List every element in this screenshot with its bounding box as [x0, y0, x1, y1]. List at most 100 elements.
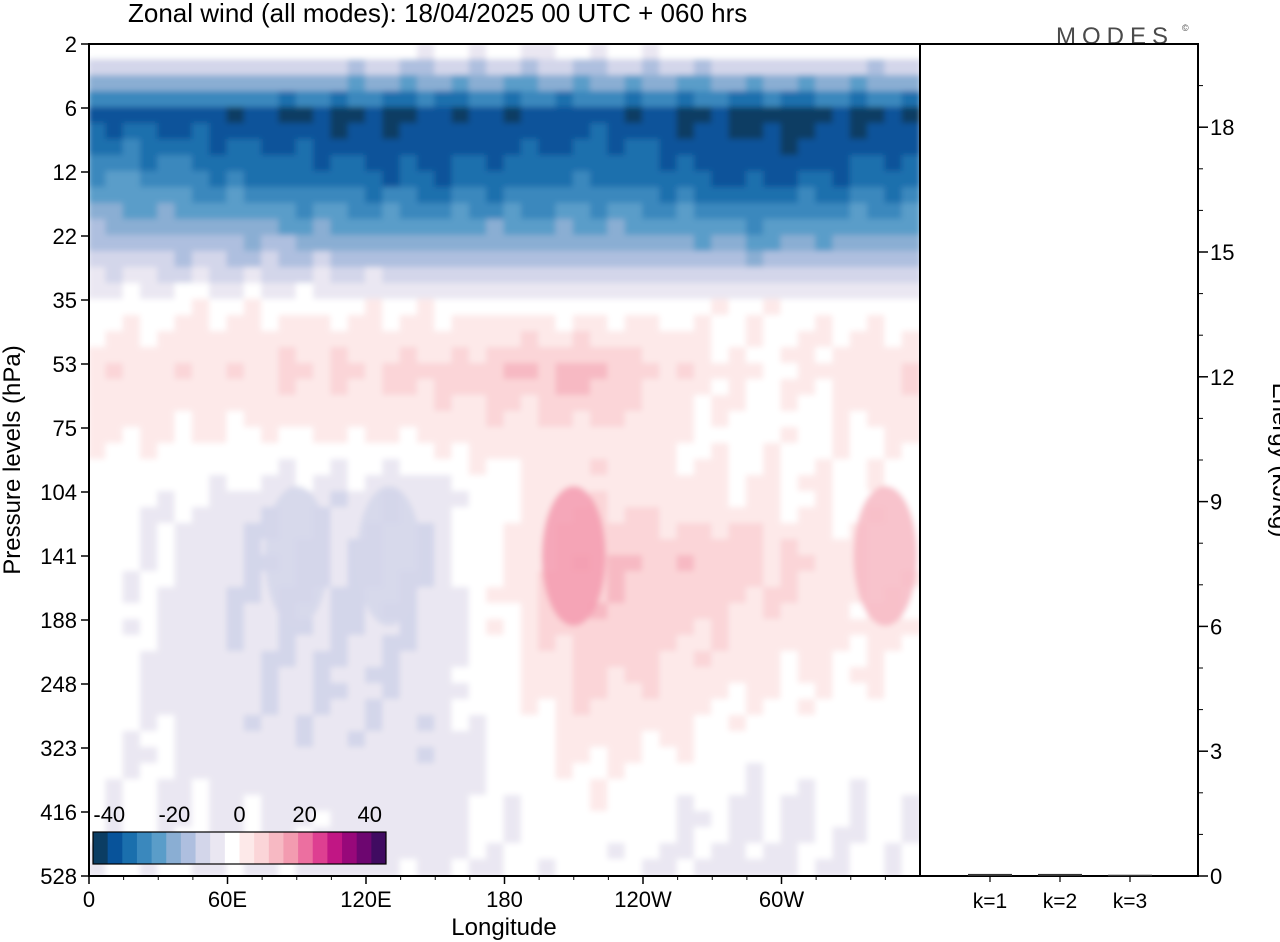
field-cell — [105, 555, 125, 573]
field-cell — [728, 267, 748, 285]
field-cell — [89, 44, 108, 61]
field-cell — [815, 139, 835, 157]
field-cell — [122, 283, 142, 301]
field-cell — [191, 123, 212, 141]
field-cell — [520, 603, 541, 621]
field-cell — [555, 315, 575, 333]
field-cell — [365, 411, 385, 429]
field-cell — [486, 731, 506, 749]
field-cell — [122, 763, 142, 781]
field-cell — [728, 203, 748, 221]
field-cell — [607, 587, 627, 605]
field-cell — [451, 715, 471, 733]
field-cell — [538, 107, 558, 125]
field-cell — [278, 411, 298, 429]
field-cell — [139, 779, 160, 797]
field-cell — [122, 747, 142, 765]
colorbar-label: -20 — [158, 802, 190, 827]
field-cell — [659, 667, 679, 685]
field-cell — [261, 267, 281, 285]
field-cell — [520, 299, 541, 317]
field-cell — [89, 347, 108, 365]
field-cell — [261, 44, 281, 61]
colorbar-swatch — [312, 832, 328, 864]
field-cell — [313, 763, 333, 781]
field-cell — [884, 651, 904, 669]
field-cell — [745, 667, 766, 685]
field-cell — [867, 219, 887, 237]
field-cell — [711, 475, 731, 493]
field-cell — [503, 187, 523, 205]
field-cell — [89, 363, 108, 381]
field-cell — [295, 379, 316, 397]
field-cell — [693, 587, 714, 605]
field-cell — [382, 251, 402, 269]
field-cell — [209, 91, 229, 109]
field-cell — [347, 171, 367, 189]
field-cell — [261, 347, 281, 365]
field-cell — [884, 667, 904, 685]
field-cell — [416, 603, 437, 621]
field-cell — [399, 267, 419, 285]
field-cell — [555, 251, 575, 269]
field-cell — [572, 395, 593, 413]
field-cell — [278, 811, 298, 829]
field-cell — [295, 635, 316, 653]
field-cell — [624, 731, 644, 749]
field-cell — [763, 779, 783, 797]
field-cell — [261, 363, 281, 381]
field-cell — [867, 267, 887, 285]
field-cell — [313, 139, 333, 157]
field-cell — [503, 539, 523, 557]
field-cell — [797, 795, 818, 813]
field-cell — [226, 299, 246, 317]
field-cell — [503, 779, 523, 797]
field-cell — [157, 347, 177, 365]
field-cell — [416, 363, 437, 381]
field-cell — [365, 283, 385, 301]
field-cell — [538, 779, 558, 797]
field-cell — [745, 731, 766, 749]
field-cell — [226, 123, 246, 141]
field-cell — [191, 747, 212, 765]
field-cell — [209, 411, 229, 429]
field-cell — [867, 667, 887, 685]
field-cell — [139, 155, 160, 173]
field-cell — [451, 651, 471, 669]
field-cell — [538, 395, 558, 413]
field-cell — [313, 283, 333, 301]
field-cell — [503, 619, 523, 637]
field-cell — [884, 75, 904, 93]
colorbar-swatch — [122, 832, 138, 864]
field-cell — [243, 731, 264, 749]
colorbar-swatch — [210, 832, 226, 864]
field-cell — [347, 203, 367, 221]
field-cell — [607, 827, 627, 845]
field-cell — [538, 843, 558, 861]
field-cell — [209, 331, 229, 349]
field-cell — [503, 811, 523, 829]
field-cell — [659, 555, 679, 573]
field-cell — [728, 283, 748, 301]
field-cell — [209, 379, 229, 397]
field-cell — [347, 619, 367, 637]
field-cell — [139, 347, 160, 365]
field-cell — [711, 251, 731, 269]
field-cell — [901, 395, 920, 413]
field-cell — [745, 219, 766, 237]
field-cell — [122, 315, 142, 333]
field-cell — [347, 267, 367, 285]
field-cell — [780, 763, 800, 781]
field-cell — [486, 395, 506, 413]
field-cell — [901, 299, 920, 317]
field-cell — [745, 571, 766, 589]
field-cell — [555, 779, 575, 797]
field-cell — [226, 219, 246, 237]
field-cell — [191, 571, 212, 589]
field-cell — [243, 427, 264, 445]
field-cell — [105, 587, 125, 605]
field-cell — [330, 427, 350, 445]
field-cell — [884, 59, 904, 77]
field-cell — [572, 123, 593, 141]
field-cell — [607, 347, 627, 365]
